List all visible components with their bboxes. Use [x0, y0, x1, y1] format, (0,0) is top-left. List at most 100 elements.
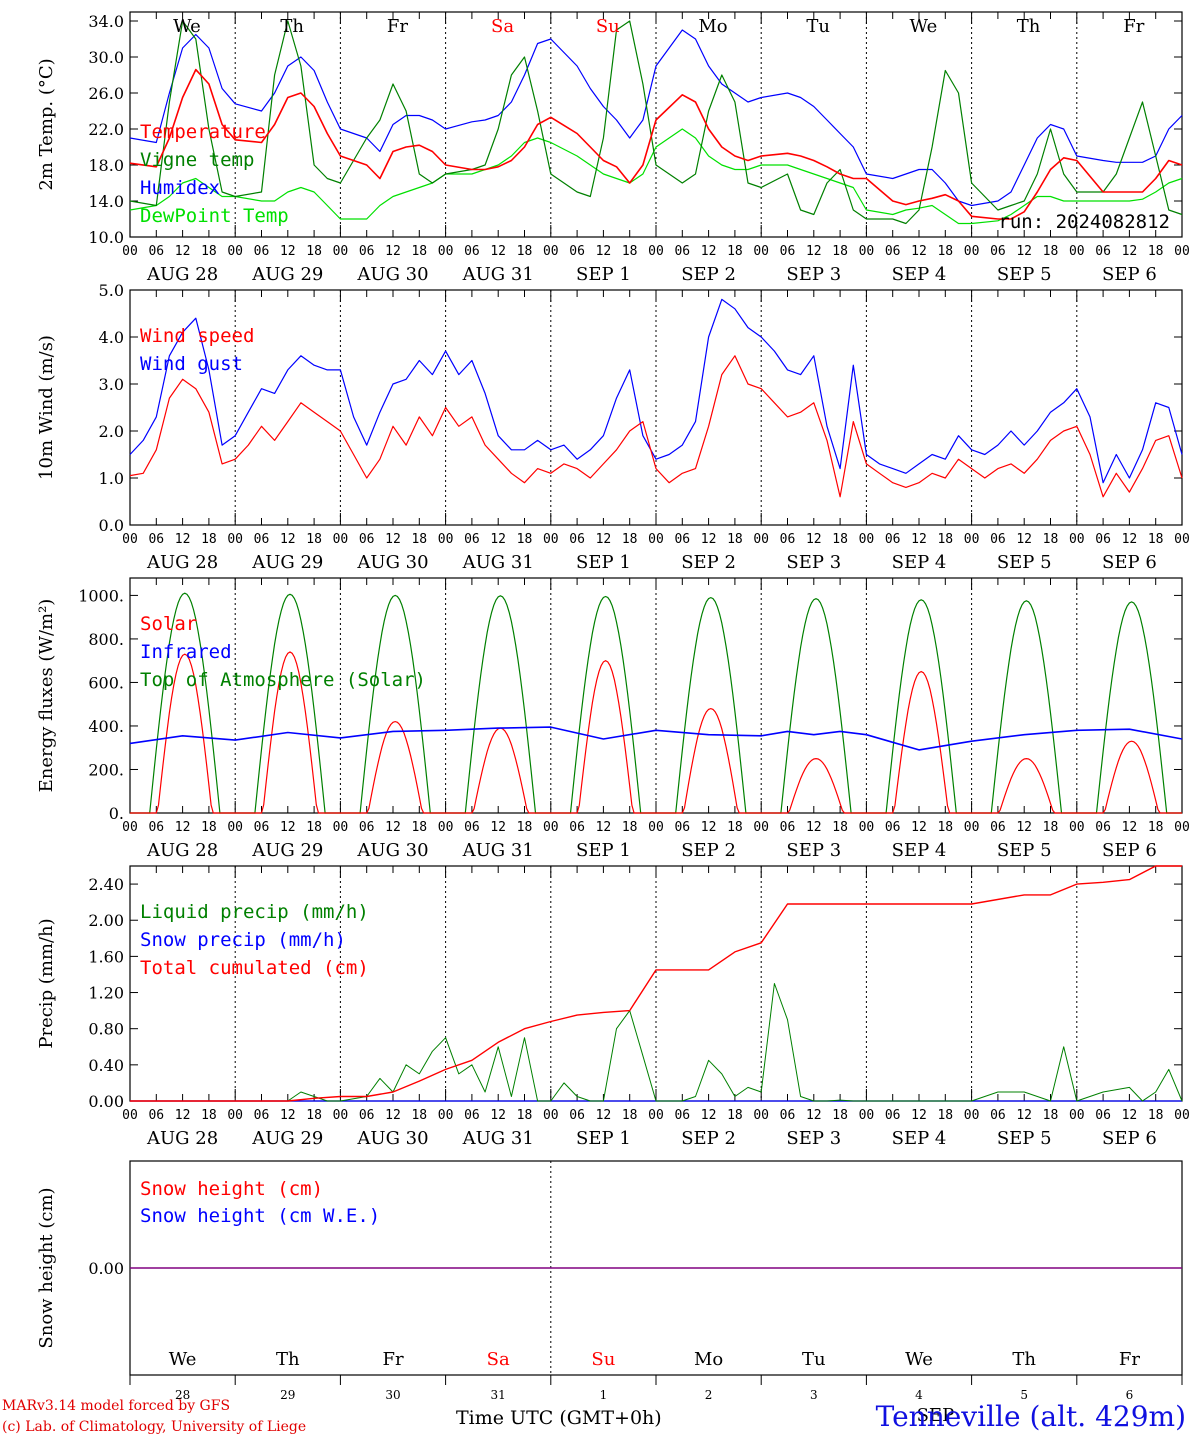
- x-hour-label-wind: 18: [622, 532, 638, 547]
- y-tick-label-wind: 5.0: [99, 281, 124, 300]
- x-hour-label-precip: 12: [280, 1108, 296, 1123]
- x-hour-label-precip: 18: [832, 1108, 848, 1123]
- legend-entry-liquid-precip-mm-h-: Liquid precip (mm/h): [140, 901, 369, 923]
- x-date-label-precip: AUG 28: [146, 1128, 218, 1149]
- legend-entry-snow-precip-mm-h-: Snow precip (mm/h): [140, 929, 346, 951]
- x-hour-label-wind: 12: [1016, 532, 1032, 547]
- x-date-label-wind: SEP 4: [892, 552, 947, 573]
- legend-entry-wind-gust: Wind gust: [140, 353, 243, 375]
- legend-entry-top-of-atmosphere-solar-: Top of Atmosphere (Solar): [140, 669, 426, 691]
- x-hour-label-temperature: 12: [490, 244, 506, 259]
- y-tick-label-wind: 3.0: [99, 375, 124, 394]
- x-hour-label-precip: 18: [411, 1108, 427, 1123]
- x-hour-label-temperature: 12: [1122, 244, 1138, 259]
- x-hour-label-temperature: 00: [1174, 244, 1190, 259]
- x-date-label-wind: AUG 30: [356, 552, 428, 573]
- x-hour-label-temperature: 06: [990, 244, 1006, 259]
- bottom-day-label: Sa: [487, 1349, 510, 1370]
- x-hour-label-temperature: 18: [1148, 244, 1164, 259]
- x-date-label-energy: SEP 1: [576, 840, 631, 861]
- y-tick-label-temperature: 30.0: [88, 48, 124, 67]
- y-tick-label-wind: 2.0: [99, 422, 124, 441]
- x-date-label-wind: SEP 5: [997, 552, 1052, 573]
- x-hour-label-temperature: 06: [464, 244, 480, 259]
- x-hour-label-energy: 12: [490, 820, 506, 835]
- x-date-label-precip: SEP 6: [1102, 1128, 1157, 1149]
- x-hour-label-precip: 18: [1148, 1108, 1164, 1123]
- x-date-label-temperature: AUG 30: [356, 264, 428, 285]
- x-hour-label-precip: 18: [727, 1108, 743, 1123]
- x-hour-label-precip: 06: [569, 1108, 585, 1123]
- x-date-label-energy: SEP 4: [892, 840, 947, 861]
- x-hour-label-wind: 00: [1069, 532, 1085, 547]
- x-hour-label-wind: 12: [806, 532, 822, 547]
- bottom-day-label: Fr: [1119, 1349, 1140, 1370]
- bottom-day-label: Th: [1012, 1349, 1036, 1370]
- x-hour-label-precip: 18: [1043, 1108, 1059, 1123]
- x-hour-label-temperature: 00: [859, 244, 875, 259]
- y-tick-label-temperature: 18.0: [88, 156, 124, 175]
- bottom-day-label: Mo: [694, 1349, 723, 1370]
- x-date-label-precip: SEP 4: [892, 1128, 947, 1149]
- legend-entry-temperature: Temperature: [140, 121, 266, 143]
- x-date-label-energy: SEP 6: [1102, 840, 1157, 861]
- x-hour-label-energy: 12: [280, 820, 296, 835]
- x-hour-label-energy: 12: [385, 820, 401, 835]
- x-hour-label-wind: 00: [227, 532, 243, 547]
- y-tick-label-precip: 1.60: [88, 947, 124, 966]
- x-hour-label-wind: 18: [201, 532, 217, 547]
- x-date-label-precip: SEP 5: [997, 1128, 1052, 1149]
- x-date-label-precip: AUG 30: [356, 1128, 428, 1149]
- y-axis-label-snow: Snow height (cm): [36, 1187, 57, 1348]
- x-hour-label-precip: 06: [464, 1108, 480, 1123]
- x-hour-label-precip: 18: [622, 1108, 638, 1123]
- bottom-day-number: 3: [810, 1388, 818, 1402]
- x-hour-label-wind: 00: [753, 532, 769, 547]
- x-hour-label-wind: 00: [964, 532, 980, 547]
- x-date-label-temperature: AUG 28: [146, 264, 218, 285]
- x-hour-label-temperature: 00: [648, 244, 664, 259]
- y-tick-label-temperature: 14.0: [88, 192, 124, 211]
- y-tick-label-energy: 1000.: [78, 586, 124, 605]
- x-hour-label-energy: 00: [227, 820, 243, 835]
- x-hour-label-temperature: 00: [438, 244, 454, 259]
- y-tick-label-precip: 0.00: [88, 1092, 124, 1111]
- x-hour-label-temperature: 06: [359, 244, 375, 259]
- x-hour-label-wind: 06: [990, 532, 1006, 547]
- x-date-label-energy: AUG 30: [356, 840, 428, 861]
- x-date-label-temperature: SEP 1: [576, 264, 631, 285]
- bottom-day-label: Th: [276, 1349, 300, 1370]
- x-hour-label-energy: 00: [122, 820, 138, 835]
- x-date-label-energy: SEP 5: [997, 840, 1052, 861]
- y-tick-label-energy: 800.: [88, 630, 124, 649]
- x-hour-label-temperature: 12: [596, 244, 612, 259]
- x-hour-label-temperature: 00: [543, 244, 559, 259]
- x-date-label-energy: SEP 3: [786, 840, 841, 861]
- x-hour-label-precip: 06: [990, 1108, 1006, 1123]
- x-hour-label-temperature: 18: [622, 244, 638, 259]
- x-date-label-wind: SEP 2: [681, 552, 736, 573]
- series-line-humidex: [129, 29, 1183, 207]
- legend-entry-humidex: Humidex: [140, 177, 220, 199]
- x-hour-label-energy: 18: [1148, 820, 1164, 835]
- x-hour-label-energy: 18: [937, 820, 953, 835]
- x-hour-label-wind: 06: [148, 532, 164, 547]
- x-hour-label-precip: 06: [254, 1108, 270, 1123]
- x-hour-label-energy: 00: [1174, 820, 1190, 835]
- x-hour-label-temperature: 18: [306, 244, 322, 259]
- y-axis-label-temperature: 2m Temp. (°C): [36, 58, 57, 190]
- x-hour-label-energy: 00: [753, 820, 769, 835]
- x-hour-label-energy: 00: [1069, 820, 1085, 835]
- bottom-day-number: 29: [280, 1388, 295, 1402]
- bottom-day-number: 2: [705, 1388, 713, 1402]
- x-hour-label-precip: 06: [674, 1108, 690, 1123]
- x-hour-label-precip: 12: [1122, 1108, 1138, 1123]
- x-hour-label-temperature: 12: [280, 244, 296, 259]
- y-tick-label-temperature: 10.0: [88, 228, 124, 247]
- credit-line-2: (c) Lab. of Climatology, University of L…: [2, 1419, 307, 1435]
- x-date-label-precip: SEP 1: [576, 1128, 631, 1149]
- x-hour-label-energy: 00: [859, 820, 875, 835]
- legend-entry-wind-speed: Wind speed: [140, 325, 254, 347]
- x-hour-label-energy: 18: [832, 820, 848, 835]
